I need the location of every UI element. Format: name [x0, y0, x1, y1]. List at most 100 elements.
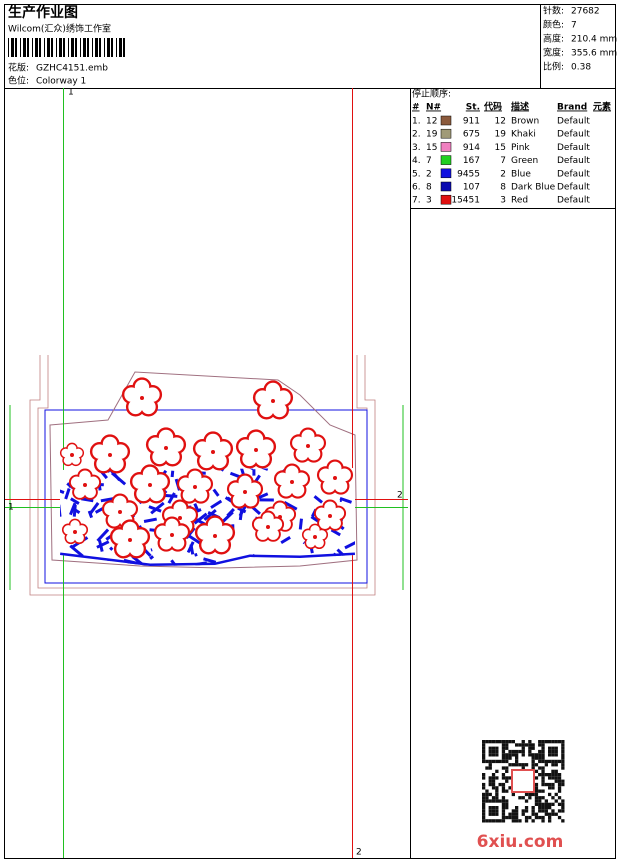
- mesh-line: [70, 497, 80, 505]
- qr-cell: [488, 753, 492, 757]
- qr-cell: [482, 759, 486, 764]
- qr-cell: [501, 740, 506, 744]
- flower: [59, 442, 85, 467]
- mesh-line: [143, 517, 158, 523]
- qr-cell: [544, 799, 548, 803]
- row-needle: 3: [426, 196, 432, 206]
- qr-cell: [491, 806, 496, 810]
- qr-cell: [511, 815, 515, 820]
- qr-cell: [501, 786, 506, 790]
- qr-cell: [561, 809, 565, 813]
- center: [140, 396, 144, 400]
- bar: [32, 38, 33, 57]
- qr-cell: [524, 743, 529, 747]
- qr-cell: [538, 796, 542, 800]
- qr-cell: [548, 753, 552, 757]
- qr-cell: [501, 806, 506, 810]
- mesh-line: [238, 510, 243, 521]
- qr-cell: [515, 753, 519, 757]
- petal: [165, 518, 179, 532]
- qr-cell: [557, 779, 562, 783]
- qr-cell: [557, 815, 562, 820]
- bar: [71, 38, 74, 57]
- qr-cell: [548, 782, 552, 787]
- mesh-line: [256, 468, 269, 471]
- qr-cell: [528, 746, 532, 750]
- qr-cell: [482, 753, 486, 757]
- mesh-line: [98, 540, 104, 552]
- row-desc: Brown: [511, 117, 539, 127]
- row-code: 8: [500, 183, 506, 193]
- qr-cell: [505, 743, 509, 747]
- qr-cell: [511, 792, 515, 797]
- qr-cell: [482, 782, 486, 787]
- qr-cell: [485, 819, 489, 823]
- qr-cell: [534, 802, 539, 806]
- qr-cell: [485, 796, 489, 800]
- qr-cell: [538, 773, 542, 777]
- qr-cell: [518, 763, 522, 767]
- row-index: 6.: [412, 183, 421, 193]
- qr-cell: [482, 799, 486, 803]
- qr-cell: [515, 759, 519, 764]
- qr-cell: [482, 746, 486, 750]
- petal: [262, 512, 274, 524]
- marker: 1: [8, 503, 14, 513]
- qr-cell: [554, 776, 558, 780]
- qr-cell: [524, 809, 529, 813]
- qr-cell: [531, 763, 535, 767]
- qr-cell: [561, 779, 565, 783]
- qr-cell: [498, 819, 502, 823]
- qr-cell: [501, 809, 506, 813]
- mesh-line: [344, 540, 355, 550]
- row-desc: Dark Blue: [511, 183, 556, 193]
- qr-cell: [551, 740, 555, 744]
- qr-cell: [548, 746, 552, 750]
- qr-cell: [508, 756, 512, 760]
- qr-cell: [551, 753, 555, 757]
- qr-cell: [551, 763, 555, 767]
- row-stitches: 914: [463, 143, 480, 153]
- sequence-title: 停止顺序:: [412, 88, 451, 100]
- qr-cell: [541, 776, 545, 780]
- qr-cell: [541, 806, 545, 810]
- qr-cell: [534, 786, 539, 790]
- center: [128, 538, 132, 542]
- bar: [51, 38, 53, 57]
- qr-cell: [534, 769, 539, 773]
- row-needle: 19: [426, 130, 438, 140]
- qr-cell: [561, 802, 565, 806]
- mesh-line: [64, 488, 71, 500]
- qr-cell: [491, 753, 496, 757]
- qr-cell: [531, 792, 535, 797]
- qr-cell: [488, 809, 492, 813]
- row-brand: Default: [557, 196, 590, 206]
- row-code: 19: [495, 130, 507, 140]
- qr-cell: [521, 740, 525, 744]
- qr-cell: [482, 809, 486, 813]
- qr-cell: [544, 740, 548, 744]
- mesh-line: [313, 495, 323, 504]
- qr-cell: [561, 763, 565, 767]
- swatch: [440, 181, 452, 192]
- swatch: [440, 155, 452, 165]
- bar: [23, 38, 26, 57]
- qr-cell: [534, 796, 539, 800]
- qr-cell: [515, 812, 519, 816]
- stat-label: 针数:: [543, 5, 564, 17]
- qr-cell: [554, 792, 558, 797]
- row-code: 3: [500, 196, 506, 206]
- mesh-line: [193, 512, 208, 525]
- qr-cell: [491, 812, 496, 816]
- marker: 2: [397, 491, 403, 501]
- stat-label: 颜色:: [543, 19, 564, 31]
- qr-cell: [551, 796, 555, 800]
- row-code: 7: [500, 156, 506, 166]
- qr-cell: [538, 766, 542, 770]
- qr-cell: [557, 796, 562, 800]
- qr-cell: [482, 740, 486, 744]
- qr-cell: [488, 776, 492, 780]
- bar: [119, 38, 122, 57]
- mesh-line: [149, 555, 155, 560]
